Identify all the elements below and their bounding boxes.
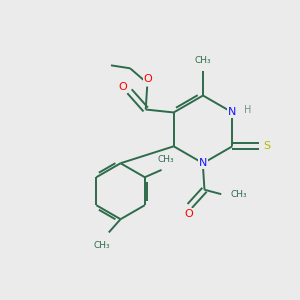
Text: CH₃: CH₃	[195, 56, 211, 65]
Text: O: O	[119, 82, 128, 92]
Text: CH₃: CH₃	[94, 241, 111, 250]
Text: CH₃: CH₃	[158, 155, 174, 164]
Text: N: N	[199, 158, 207, 168]
Text: CH₃: CH₃	[230, 190, 247, 199]
Text: O: O	[143, 74, 152, 84]
Text: H: H	[244, 105, 251, 115]
Text: O: O	[185, 209, 194, 219]
Text: S: S	[263, 141, 271, 151]
Text: N: N	[228, 107, 236, 118]
